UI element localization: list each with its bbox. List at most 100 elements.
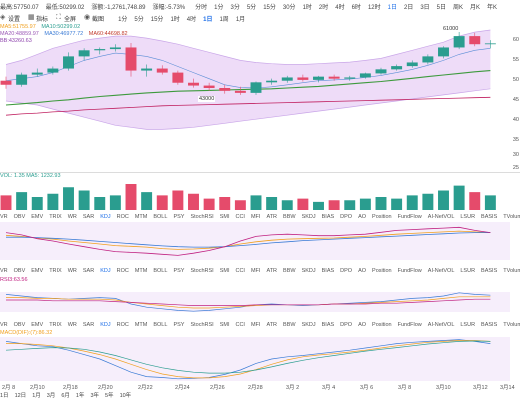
- volume-bar[interactable]: [328, 200, 340, 210]
- candle-body[interactable]: [391, 66, 403, 70]
- volume-bar[interactable]: [219, 197, 231, 210]
- timeframe-tab[interactable]: 5分: [246, 4, 257, 11]
- indicator-tab-boll[interactable]: BOLL: [153, 213, 168, 220]
- settings-button[interactable]: ◈ 设置: [0, 14, 21, 23]
- indicator-tab-position[interactable]: Position: [372, 321, 392, 328]
- indicator-tab-dpo[interactable]: DPO: [340, 267, 353, 274]
- toolbar-timeframe[interactable]: 1周: [219, 16, 229, 23]
- indicator-tab-mtm[interactable]: MTM: [134, 267, 148, 274]
- candle-body[interactable]: [47, 68, 59, 73]
- indicator-tab-sar[interactable]: SAR: [82, 321, 95, 328]
- candle-body[interactable]: [297, 77, 309, 80]
- volume-bar[interactable]: [141, 192, 153, 210]
- candle-body[interactable]: [172, 72, 184, 83]
- timeframe-tab[interactable]: 12时: [367, 4, 381, 11]
- indicator-tab-dpo[interactable]: DPO: [340, 321, 353, 328]
- candle-body[interactable]: [188, 82, 199, 86]
- timeframe-tab-active[interactable]: 1日: [387, 4, 397, 11]
- indicator-tab-ao[interactable]: AO: [358, 213, 367, 220]
- timeframe-tab[interactable]: 年K: [487, 4, 498, 11]
- candle-body[interactable]: [141, 68, 153, 71]
- indicator-tab-position[interactable]: Position: [372, 213, 392, 220]
- indicator-tab-roc[interactable]: ROC: [116, 267, 129, 274]
- volume-bar[interactable]: [297, 198, 309, 210]
- indicator-tab-sar[interactable]: SAR: [82, 267, 95, 274]
- range-button[interactable]: 6月: [61, 393, 70, 399]
- timeframe-tab[interactable]: 5日: [436, 4, 446, 11]
- range-button[interactable]: 1月: [32, 393, 41, 399]
- candle-body[interactable]: [344, 77, 356, 79]
- indicator-tab-vr[interactable]: VR: [0, 267, 8, 274]
- indicator-tab-trix[interactable]: TRIX: [49, 213, 62, 220]
- candle-body[interactable]: [313, 76, 324, 80]
- indicator-tab-mtm[interactable]: MTM: [134, 213, 148, 220]
- indicator-tab-mfi[interactable]: MFI: [250, 267, 261, 274]
- indicator-tab-stochrsi[interactable]: StochRSI: [190, 267, 214, 274]
- toolbar-timeframe[interactable]: 1时: [170, 16, 180, 23]
- indicator-tab-bias[interactable]: BIAS: [321, 213, 335, 220]
- timeframe-tab[interactable]: 4时: [335, 4, 345, 11]
- indicator-tab-wr[interactable]: WR: [67, 267, 77, 274]
- candle-body[interactable]: [250, 82, 262, 93]
- timeframe-tab[interactable]: 周K: [453, 4, 464, 11]
- indicator-tab-mtm[interactable]: MTM: [134, 321, 148, 328]
- volume-bar[interactable]: [0, 195, 12, 210]
- candle-body[interactable]: [156, 68, 168, 73]
- indicator-tab-ai-netvol[interactable]: AI-NetVOL: [427, 267, 455, 274]
- volume-bar[interactable]: [234, 200, 246, 210]
- volume-bar[interactable]: [188, 193, 199, 210]
- indicator-tab-tvolume[interactable]: TVolume: [503, 213, 520, 220]
- volume-bar[interactable]: [469, 192, 481, 210]
- candle-body[interactable]: [484, 43, 496, 45]
- indicator-tab-bbw[interactable]: BBW: [283, 321, 296, 328]
- indicator-tab-skdj[interactable]: SKDJ: [301, 213, 316, 220]
- volume-bar[interactable]: [359, 198, 371, 210]
- indicator-tab-fundflow[interactable]: FundFlow: [397, 213, 422, 220]
- indicator-tab-skdj[interactable]: SKDJ: [301, 267, 316, 274]
- candle-body[interactable]: [219, 88, 231, 91]
- volume-bar[interactable]: [438, 190, 449, 211]
- volume-bar[interactable]: [16, 192, 28, 210]
- candle-body[interactable]: [78, 50, 90, 57]
- toolbar-timeframe[interactable]: 1分: [118, 16, 128, 23]
- timeframe-tab[interactable]: 3分: [230, 4, 240, 11]
- toolbar-timeframe[interactable]: 15分: [150, 16, 164, 23]
- candle-body[interactable]: [281, 77, 293, 81]
- indicator-tab-bbw[interactable]: BBW: [283, 213, 296, 220]
- range-button[interactable]: 12日: [14, 393, 27, 399]
- screenshot-button[interactable]: ◉ 截图: [84, 14, 105, 23]
- volume-bar[interactable]: [125, 184, 137, 210]
- range-button[interactable]: 1年: [75, 393, 85, 399]
- candle-body[interactable]: [16, 74, 28, 85]
- indicator-tab-kdj[interactable]: KDJ: [100, 267, 111, 274]
- candle-body[interactable]: [203, 85, 215, 88]
- indicator-tab-ai-netvol[interactable]: AI-NetVOL: [427, 213, 455, 220]
- indicator-tab-vr[interactable]: VR: [0, 213, 8, 220]
- volume-chart[interactable]: [0, 181, 510, 211]
- timeframe-tab[interactable]: 2时: [318, 4, 329, 11]
- candle-body[interactable]: [328, 76, 340, 79]
- indicator-tab-smi[interactable]: SMI: [219, 267, 230, 274]
- timeframe-tab[interactable]: 15分: [263, 4, 276, 11]
- indicator-tab-wr[interactable]: WR: [67, 213, 77, 220]
- indicator-tab-emv[interactable]: EMV: [31, 213, 44, 220]
- indicator-tab-boll[interactable]: BOLL: [153, 267, 168, 274]
- volume-bar[interactable]: [203, 198, 215, 210]
- indicator-tab-atr[interactable]: ATR: [266, 321, 278, 328]
- indicator-tab-stochrsi[interactable]: StochRSI: [190, 321, 214, 328]
- candle-body[interactable]: [0, 80, 12, 85]
- candle-body[interactable]: [94, 49, 106, 51]
- indicator-tab-fundflow[interactable]: FundFlow: [397, 321, 422, 328]
- indicator-tab-emv[interactable]: EMV: [31, 321, 44, 328]
- indicator-tab-tvolume[interactable]: TVolume: [503, 321, 520, 328]
- indicator-tab-lsur[interactable]: LSUR: [460, 267, 476, 274]
- stoch-indicator-chart[interactable]: [0, 337, 510, 381]
- candle-body[interactable]: [109, 47, 121, 50]
- indicator-tab-kdj[interactable]: KDJ: [100, 213, 111, 220]
- toolbar-timeframe[interactable]: 1月: [235, 16, 246, 23]
- indicator-tab-atr[interactable]: ATR: [266, 213, 278, 220]
- toolbar-timeframe-active[interactable]: 1日: [203, 16, 213, 23]
- volume-bar[interactable]: [313, 201, 324, 210]
- candle-body[interactable]: [266, 80, 278, 83]
- indicator-tab-cci[interactable]: CCI: [235, 321, 245, 328]
